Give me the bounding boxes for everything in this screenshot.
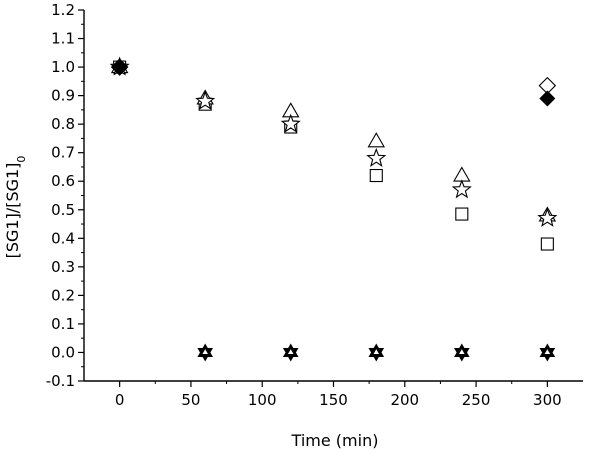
y-tick-label: 0.9 bbox=[51, 87, 75, 105]
data-point bbox=[540, 237, 554, 251]
diamond-filled-marker bbox=[111, 59, 128, 76]
x-tick-label: 100 bbox=[248, 391, 277, 409]
x-tick-label: 150 bbox=[319, 391, 348, 409]
y-tick-label: 0.0 bbox=[51, 343, 75, 361]
series-diamond-filled bbox=[111, 59, 556, 107]
y-axis-title-main: [SG1]/[SG1] bbox=[3, 163, 22, 259]
data-point bbox=[368, 343, 385, 362]
star-marker bbox=[451, 179, 472, 199]
hexagram-marker-center bbox=[373, 349, 380, 355]
square-marker bbox=[369, 168, 383, 183]
hexagram-marker-down bbox=[454, 347, 470, 362]
data-point bbox=[539, 343, 556, 362]
x-axis-title: Time (min) bbox=[291, 431, 379, 450]
series-diamond-open bbox=[110, 58, 557, 95]
triangle-marker bbox=[453, 166, 471, 182]
y-tick-label: 0.6 bbox=[51, 172, 75, 190]
data-point bbox=[195, 90, 216, 110]
data-point bbox=[369, 168, 383, 183]
data-point bbox=[367, 132, 386, 148]
y-tick-label: -0.1 bbox=[46, 372, 75, 390]
y-tick-label: 0.7 bbox=[51, 144, 75, 162]
hexagram-marker-center bbox=[459, 349, 465, 355]
star-marker bbox=[537, 207, 558, 227]
series-star-open bbox=[109, 56, 558, 227]
hexagram-marker-down bbox=[197, 347, 213, 362]
triangle-marker bbox=[367, 132, 386, 148]
star-marker bbox=[280, 113, 301, 133]
x-tick-label: 250 bbox=[462, 391, 491, 409]
data-point bbox=[539, 90, 556, 107]
data-point bbox=[451, 179, 472, 199]
y-tick-label: 1.1 bbox=[51, 30, 75, 48]
x-tick-label: 200 bbox=[390, 391, 419, 409]
y-axis-ticks: -0.1 0.0 0.1 0.2 0.3 0.4 0.5 0.6 0.7 0.8 0.9 1.0 1.1… bbox=[46, 1, 84, 390]
x-axis-ticks: 0 50 100 150 200 250 300 bbox=[115, 381, 562, 409]
data-point bbox=[366, 147, 387, 167]
hexagram-marker-down bbox=[368, 347, 385, 362]
data-point bbox=[454, 343, 470, 362]
star-marker bbox=[195, 90, 216, 110]
y-axis-title: [SG1]/[SG1]0 bbox=[3, 156, 28, 259]
hexagram-marker-center bbox=[202, 349, 208, 355]
y-tick-label: 0.1 bbox=[51, 315, 75, 333]
y-tick-label: 0.3 bbox=[51, 258, 75, 276]
square-marker bbox=[455, 207, 469, 221]
hexagram-marker-center bbox=[287, 349, 294, 355]
y-tick-label: 0.2 bbox=[51, 286, 75, 304]
data-point bbox=[537, 207, 558, 227]
axes bbox=[83, 10, 583, 382]
x-tick-label: 0 bbox=[115, 391, 125, 409]
data-point bbox=[280, 113, 301, 133]
y-tick-label: 1.2 bbox=[51, 1, 75, 19]
hexagram-marker-down bbox=[539, 347, 556, 362]
data-point bbox=[453, 166, 471, 182]
x-tick-label: 50 bbox=[181, 391, 200, 409]
y-tick-label: 0.8 bbox=[51, 115, 75, 133]
diamond-filled-marker bbox=[539, 90, 556, 107]
y-tick-label: 1.0 bbox=[51, 58, 75, 76]
y-tick-label: 0.5 bbox=[51, 201, 75, 219]
data-point bbox=[455, 207, 469, 221]
hexagram-marker-center bbox=[544, 349, 551, 355]
star-marker bbox=[366, 147, 387, 167]
data-point bbox=[282, 343, 299, 362]
series-star-of-david-filled bbox=[197, 343, 556, 362]
y-axis-title-subscript: 0 bbox=[15, 156, 28, 163]
data-point bbox=[111, 59, 128, 76]
square-marker bbox=[540, 237, 554, 251]
series-triangle-up-open bbox=[110, 57, 557, 222]
data-points bbox=[109, 56, 558, 362]
data-point bbox=[197, 343, 213, 362]
y-tick-label: 0.4 bbox=[51, 229, 75, 247]
hexagram-marker-down bbox=[282, 347, 299, 362]
x-tick-label: 300 bbox=[533, 391, 562, 409]
series-square-open bbox=[113, 60, 554, 251]
